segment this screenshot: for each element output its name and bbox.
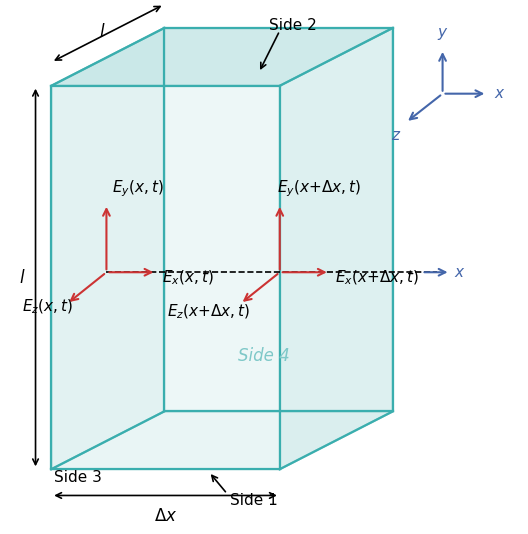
Text: $l$: $l$ [19,269,26,287]
Polygon shape [51,28,164,469]
Text: Side 2: Side 2 [269,18,317,33]
Polygon shape [51,28,393,86]
Text: $E_x(x,t)$: $E_x(x,t)$ [162,268,213,287]
Text: $E_z(x{+}\Delta x,t)$: $E_z(x{+}\Delta x,t)$ [167,302,250,321]
Text: $E_x(x{+}\Delta x,t)$: $E_x(x{+}\Delta x,t)$ [335,268,419,287]
Polygon shape [51,411,393,469]
Polygon shape [164,28,393,411]
Text: $E_y(x,t)$: $E_y(x,t)$ [112,178,164,199]
Text: $l$: $l$ [99,23,106,41]
Polygon shape [280,28,393,469]
Text: Side 4: Side 4 [238,347,290,365]
Text: $E_z(x,t)$: $E_z(x,t)$ [22,297,73,316]
Text: $\Delta x$: $\Delta x$ [154,507,177,525]
Text: Side 3: Side 3 [54,469,102,484]
Text: $z$: $z$ [391,128,402,143]
Text: Side 1: Side 1 [230,493,278,508]
Text: $x$: $x$ [494,86,506,101]
Text: $x$: $x$ [454,265,466,280]
Text: $y$: $y$ [437,26,448,42]
Text: $E_y(x{+}\Delta x,t)$: $E_y(x{+}\Delta x,t)$ [277,178,361,199]
